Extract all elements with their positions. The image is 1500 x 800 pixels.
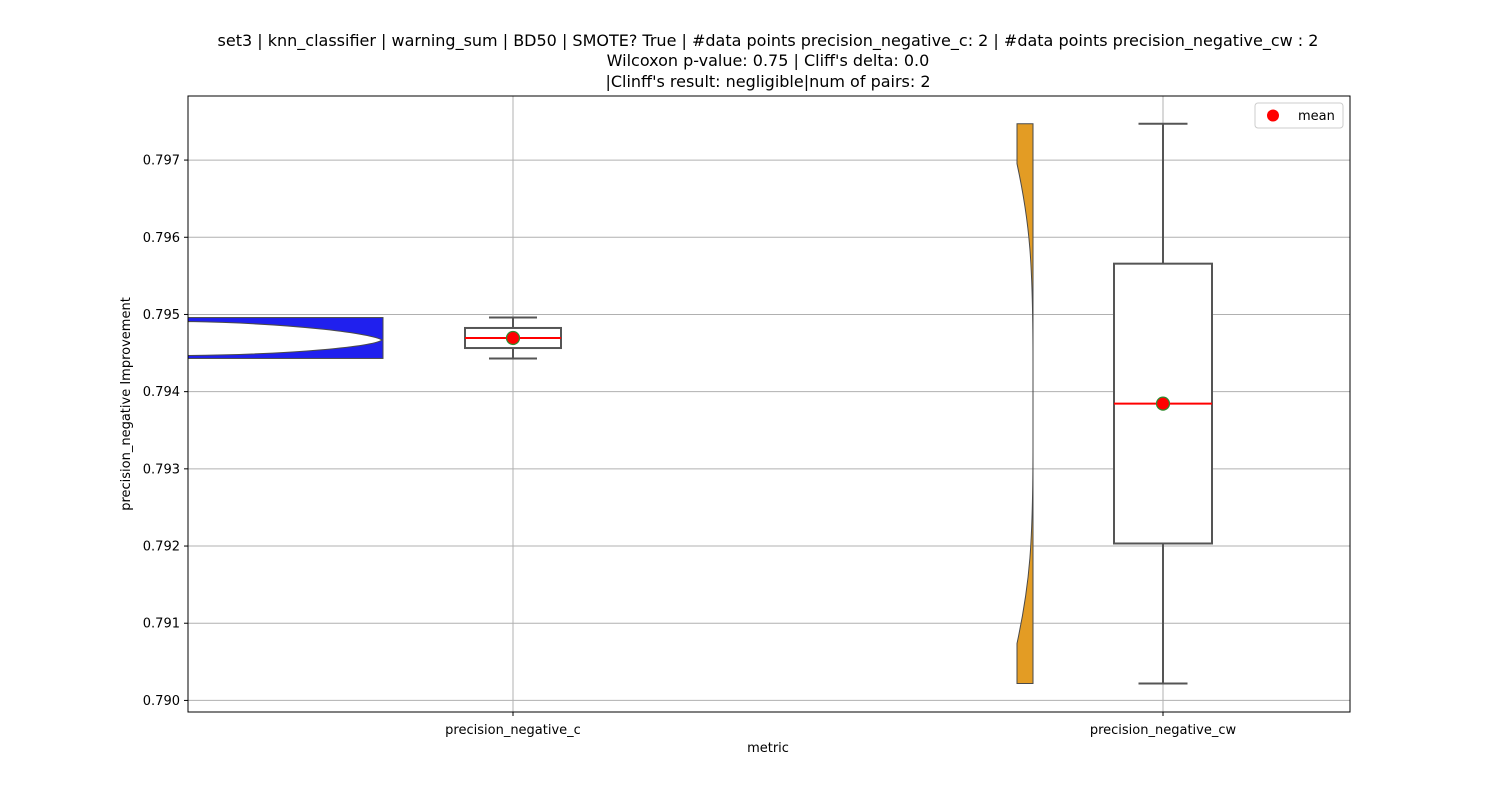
x-tick-label: precision_negative_c [445,723,581,738]
legend-label-mean: mean [1298,109,1335,124]
y-tick-label: 0.792 [143,540,180,555]
y-tick-label: 0.790 [143,694,180,709]
violin-inner-c [187,321,383,356]
chart-title-line-1: set3 | knn_classifier | warning_sum | BD… [217,31,1319,50]
y-axis-label: precision_negative Improvement [119,297,134,511]
y-tick-label: 0.796 [143,231,180,246]
violin-precision-negative-cw [1016,123,1034,684]
x-tick-label: precision_negative_cw [1090,723,1237,738]
axis-layer: 0.790 0.791 0.792 0.793 0.794 0.795 0.796 0.797… [143,154,1237,738]
y-tick-label: 0.793 [143,462,180,477]
y-tick-label: 0.795 [143,308,180,323]
y-tick-label: 0.797 [143,154,180,169]
mean-marker-precision-negative-c [505,330,521,346]
chart-title-line-3: |Clinff's result: negligible|num of pair… [605,72,931,91]
mean-marker-precision-negative-cw [1155,396,1171,411]
legend: mean [1254,102,1344,129]
y-tick-label: 0.794 [143,385,180,400]
plot-layer [187,122,1213,685]
plot-frame [187,95,1351,713]
legend-box [1254,102,1344,129]
y-tick-label: 0.791 [143,617,180,632]
x-axis-label: metric [747,741,789,756]
legend-mean-marker [1267,109,1279,122]
chart-title-line-2: Wilcoxon p-value: 0.75 | Cliff's delta: … [606,51,930,70]
